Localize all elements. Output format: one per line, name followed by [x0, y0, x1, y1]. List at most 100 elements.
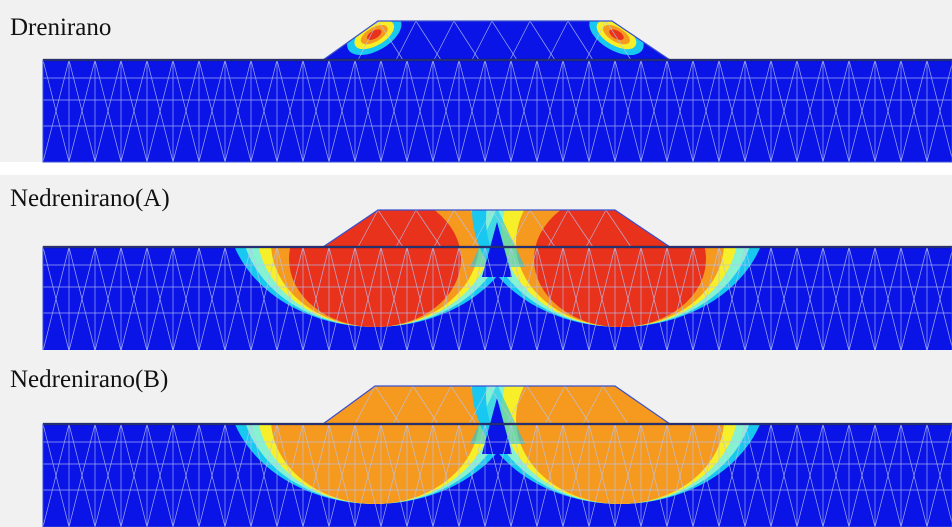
slope-zone-left-3 — [367, 29, 382, 40]
mesh-diagonal — [900, 59, 928, 162]
model-domain — [43, 386, 952, 527]
mesh-diagonal — [692, 423, 720, 527]
mesh-diagonal — [94, 423, 122, 527]
mesh-embankment — [468, 386, 490, 425]
mesh-diagonal — [562, 246, 590, 350]
mesh-embankment — [526, 386, 553, 425]
mesh-diagonal — [718, 246, 746, 350]
mesh-embankment — [453, 210, 480, 248]
embankment-outline — [322, 20, 671, 61]
mesh-diagonal — [94, 246, 122, 350]
mesh-diagonal — [250, 59, 278, 162]
mesh-embankment — [412, 386, 439, 425]
mesh-embankment — [450, 386, 477, 425]
mesh-diagonal — [276, 246, 304, 350]
panel-undrained-a: Nedrenirano(A) — [0, 175, 952, 350]
mesh-diagonal — [640, 423, 668, 527]
mesh-embankment — [354, 386, 376, 425]
foundation-outline — [42, 423, 952, 527]
mesh-embankment — [377, 21, 404, 61]
panel-label-undrained-b: Nedrenirano(B) — [10, 366, 169, 393]
mesh-diagonal — [172, 246, 200, 350]
mesh-embankment — [509, 21, 531, 61]
mesh-diagonal — [43, 423, 70, 527]
mesh-diagonal — [146, 59, 174, 162]
mesh-diagonal — [354, 246, 382, 350]
mesh-embankment — [395, 210, 417, 248]
mesh-diagonal — [666, 59, 694, 162]
mesh-embankment — [453, 21, 480, 61]
mesh-diagonal — [380, 423, 408, 527]
mesh-diagonal — [224, 59, 252, 162]
mesh-diagonal — [484, 246, 512, 350]
mesh-diagonal — [770, 246, 798, 350]
mesh-diagonal — [536, 246, 564, 350]
mesh-embankment — [567, 210, 594, 248]
mesh-diagonal — [536, 59, 564, 162]
foundation-outline — [42, 246, 952, 350]
mesh-diagonal — [328, 59, 356, 162]
mesh-diagonal — [276, 59, 304, 162]
panel-label-undrained-a: Nedrenirano(A) — [10, 185, 170, 212]
mesh-diagonal — [874, 423, 902, 527]
embankment-outline — [322, 209, 671, 248]
embankment-outline — [322, 385, 671, 425]
mesh-embankment — [374, 386, 401, 425]
mesh-embankment — [491, 21, 518, 61]
mesh-embankment — [377, 210, 404, 248]
mesh-diagonal — [822, 423, 850, 527]
mesh-diagonal — [146, 423, 174, 527]
mesh-diagonal — [120, 423, 148, 527]
mesh-embankment — [506, 386, 528, 425]
mesh-diagonal — [562, 59, 590, 162]
mesh-embankment — [357, 21, 379, 61]
mesh-diagonal — [926, 246, 952, 350]
fe-mesh — [43, 210, 952, 350]
mesh-diagonal — [900, 423, 928, 527]
mesh-diagonal — [614, 423, 642, 527]
mesh-diagonal — [848, 423, 876, 527]
mesh-diagonal — [458, 59, 486, 162]
central-core — [482, 398, 512, 454]
mesh-embankment — [415, 210, 442, 248]
mesh-diagonal — [484, 423, 512, 527]
mesh-diagonal — [692, 246, 720, 350]
mesh-diagonal — [43, 59, 70, 162]
mesh-diagonal — [406, 59, 434, 162]
mesh-embankment — [544, 386, 566, 425]
mesh-diagonal — [250, 423, 278, 527]
mesh-diagonal — [302, 246, 330, 350]
mesh-embankment — [491, 210, 518, 248]
bowl-zone-left-3 — [271, 386, 479, 504]
mesh-embankment — [602, 386, 629, 425]
mesh-diagonal — [484, 59, 512, 162]
mesh-diagonal — [588, 59, 616, 162]
mesh-diagonal — [432, 246, 460, 350]
mesh-diagonal — [198, 246, 226, 350]
bowl-zone-right-3 — [516, 386, 724, 504]
fem-contour-undrained-b — [0, 350, 952, 527]
panel-label-drained: Drenirano — [10, 14, 112, 41]
mesh-diagonal — [68, 423, 96, 527]
mesh-diagonal — [510, 59, 538, 162]
mesh-diagonal — [874, 246, 902, 350]
mesh-diagonal — [562, 423, 590, 527]
mesh-diagonal — [848, 59, 876, 162]
mesh-embankment — [567, 21, 594, 61]
mesh-diagonal — [744, 59, 772, 162]
mesh-diagonal — [536, 423, 564, 527]
mesh-diagonal — [380, 246, 408, 350]
mesh-diagonal — [120, 246, 148, 350]
mesh-diagonal — [770, 59, 798, 162]
fe-mesh — [43, 21, 952, 162]
mesh-diagonal — [692, 59, 720, 162]
mesh-embankment — [415, 21, 442, 61]
mesh-diagonal — [796, 59, 824, 162]
mesh-diagonal — [718, 423, 746, 527]
mesh-embankment — [430, 386, 452, 425]
mesh-embankment — [547, 21, 569, 61]
mesh-diagonal — [510, 423, 538, 527]
mesh-diagonal — [510, 246, 538, 350]
fe-mesh — [43, 386, 952, 527]
mesh-diagonal — [172, 423, 200, 527]
